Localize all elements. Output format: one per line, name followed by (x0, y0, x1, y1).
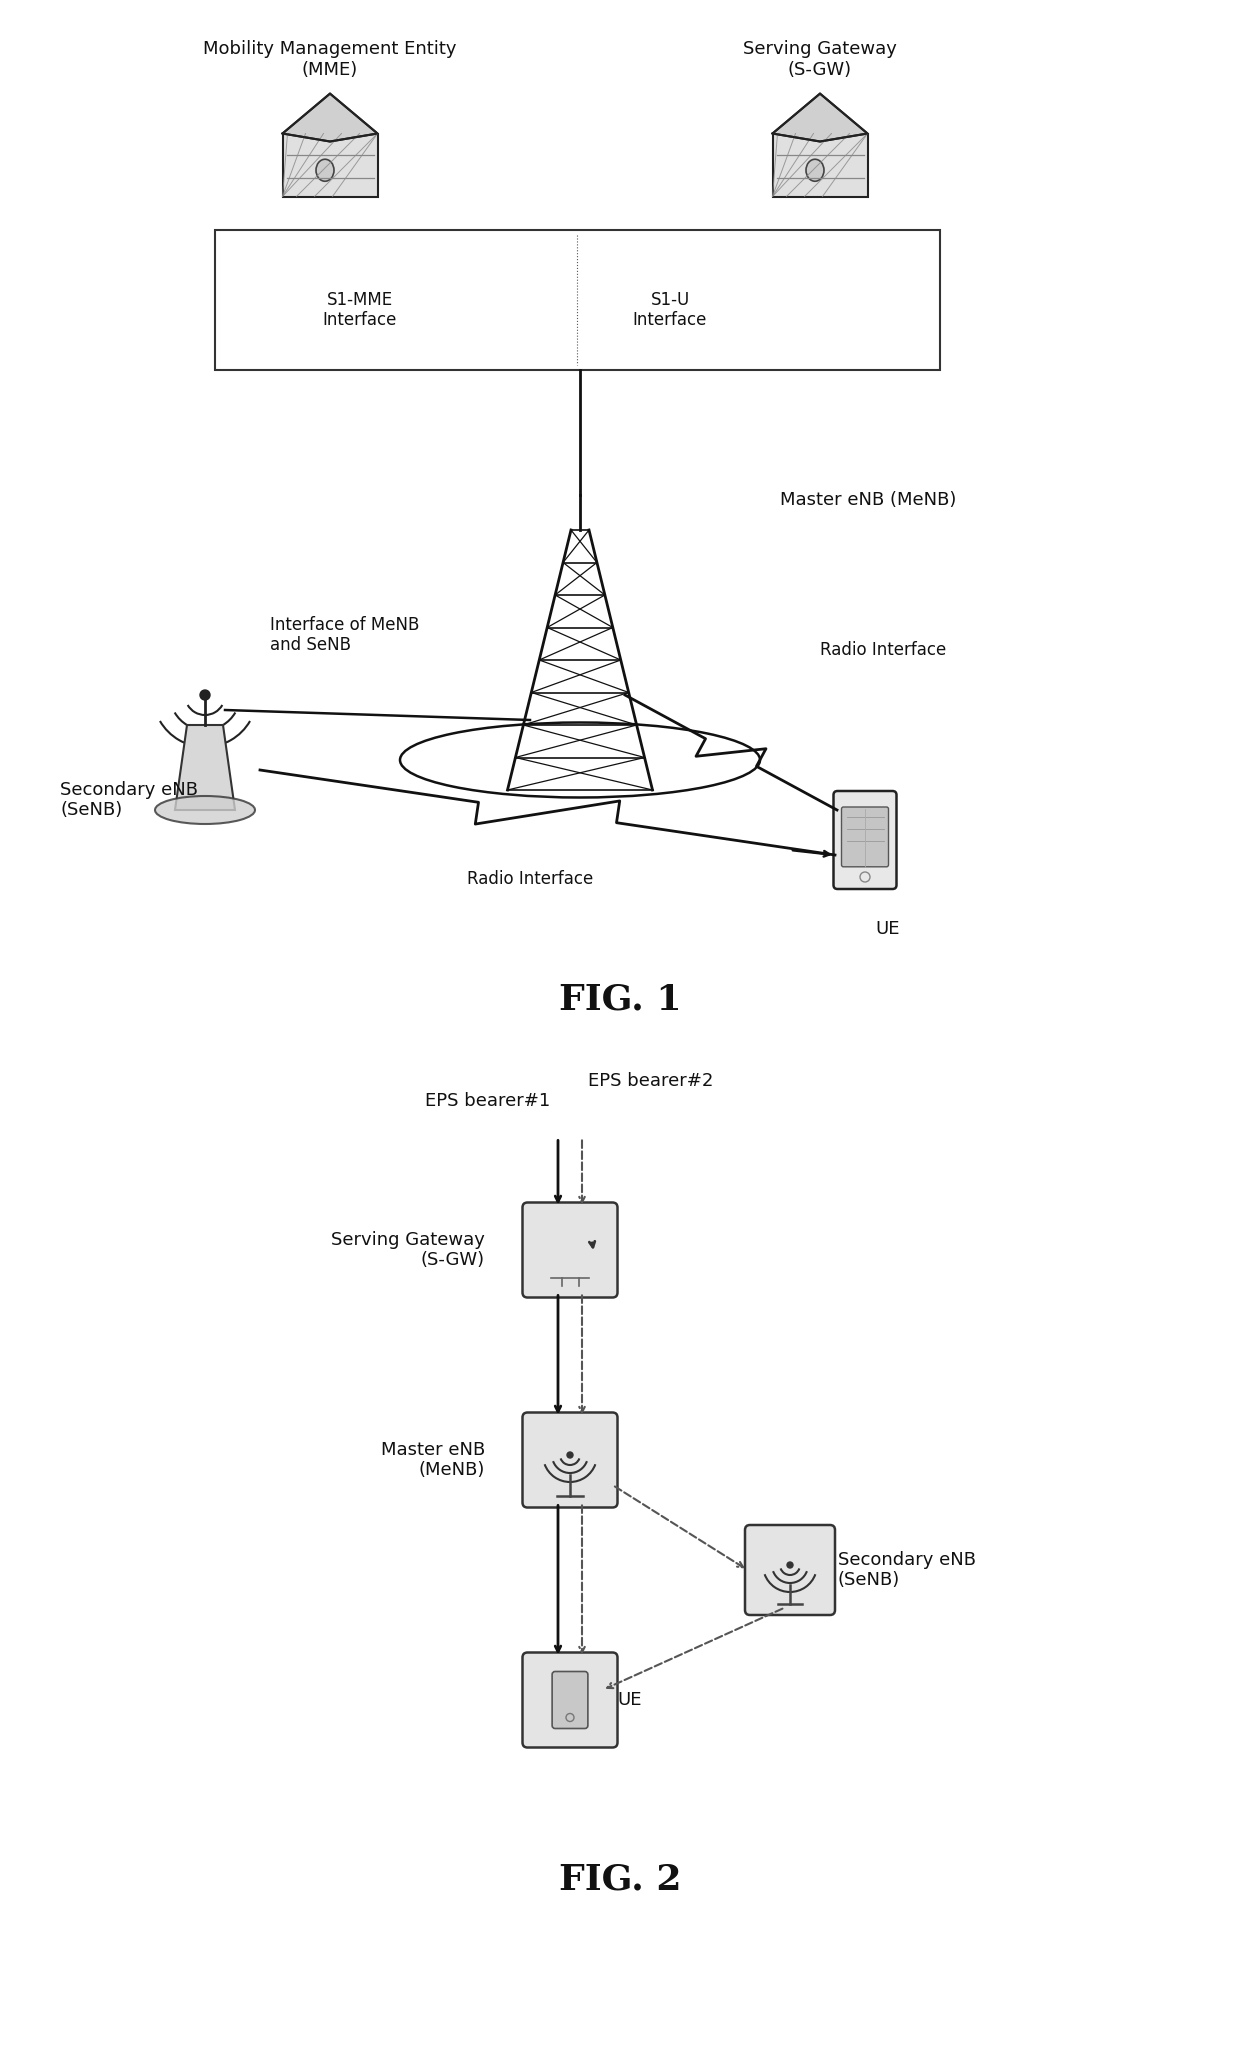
Text: Serving Gateway
(S-GW): Serving Gateway (S-GW) (743, 39, 897, 78)
Text: Serving Gateway
(S-GW): Serving Gateway (S-GW) (331, 1230, 485, 1269)
Bar (215, 230, 940, 370)
FancyBboxPatch shape (745, 1524, 835, 1614)
Ellipse shape (316, 160, 334, 181)
Text: S1-U
Interface: S1-U Interface (632, 290, 707, 329)
Text: FIG. 2: FIG. 2 (559, 1863, 681, 1898)
Circle shape (567, 1452, 573, 1458)
Text: EPS bearer#1: EPS bearer#1 (425, 1093, 551, 1109)
FancyBboxPatch shape (522, 1202, 618, 1298)
Text: Mobility Management Entity
(MME): Mobility Management Entity (MME) (203, 39, 456, 78)
FancyBboxPatch shape (552, 1672, 588, 1729)
Ellipse shape (155, 797, 255, 824)
FancyBboxPatch shape (773, 134, 868, 197)
Text: Secondary eNB
(SeNB): Secondary eNB (SeNB) (837, 1551, 976, 1590)
Text: UE: UE (875, 920, 899, 939)
Polygon shape (283, 94, 377, 142)
Polygon shape (773, 94, 868, 142)
Ellipse shape (806, 160, 825, 181)
Text: Radio Interface: Radio Interface (820, 641, 946, 659)
Text: Secondary eNB
(SeNB): Secondary eNB (SeNB) (60, 781, 198, 820)
Text: EPS bearer#2: EPS bearer#2 (588, 1072, 713, 1091)
Circle shape (200, 690, 210, 700)
Text: Interface of MeNB
and SeNB: Interface of MeNB and SeNB (270, 616, 419, 655)
Text: S1-MME
Interface: S1-MME Interface (322, 290, 397, 329)
Text: Radio Interface: Radio Interface (467, 871, 593, 887)
FancyBboxPatch shape (522, 1413, 618, 1508)
Text: Master eNB (MeNB): Master eNB (MeNB) (780, 491, 956, 509)
FancyBboxPatch shape (283, 134, 377, 197)
Text: UE: UE (618, 1690, 642, 1709)
Text: Master eNB
(MeNB): Master eNB (MeNB) (381, 1440, 485, 1479)
Polygon shape (175, 725, 236, 809)
Text: FIG. 1: FIG. 1 (559, 984, 681, 1017)
Circle shape (787, 1561, 794, 1567)
FancyBboxPatch shape (522, 1653, 618, 1748)
FancyBboxPatch shape (842, 807, 889, 867)
FancyBboxPatch shape (833, 791, 897, 889)
